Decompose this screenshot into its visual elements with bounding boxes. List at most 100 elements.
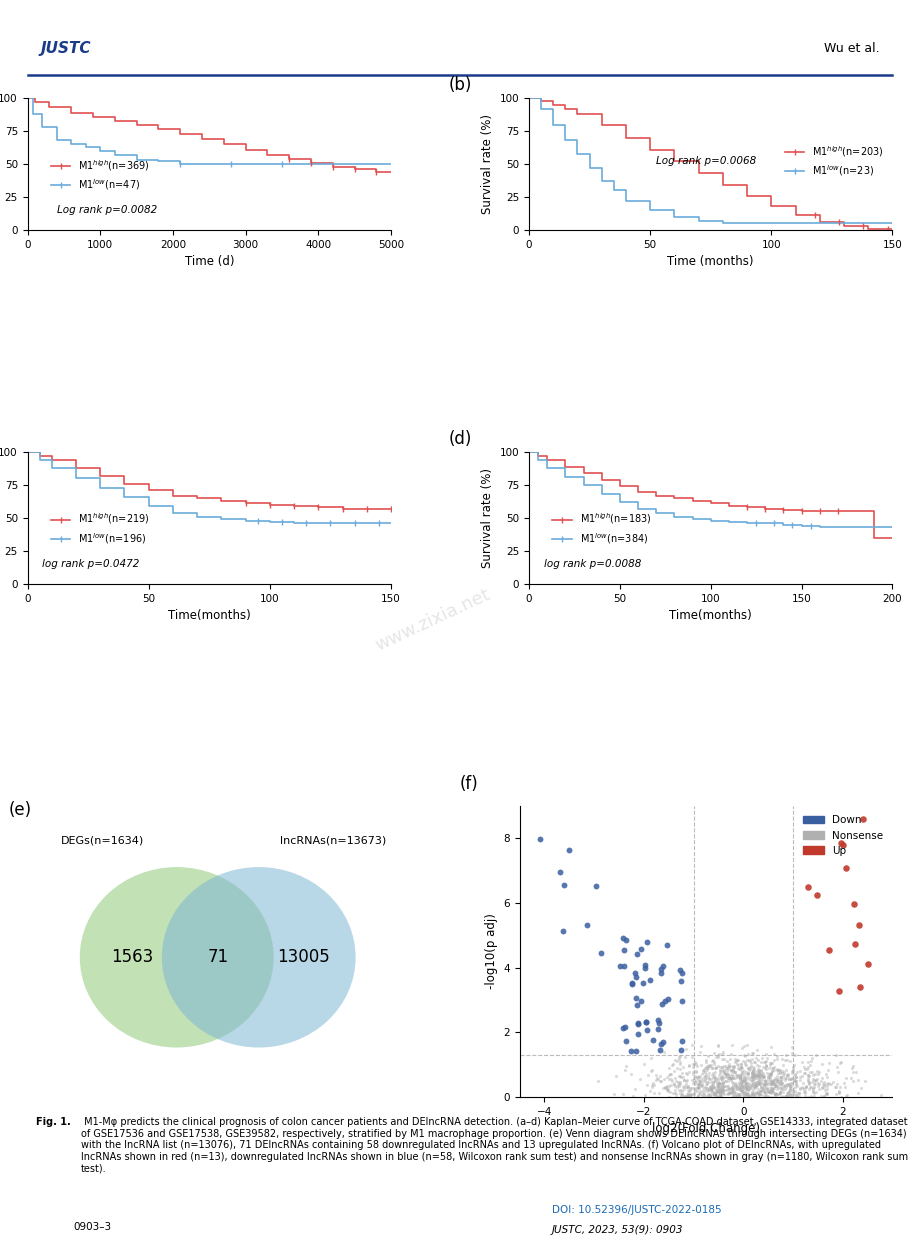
Point xyxy=(695,1068,709,1087)
Point xyxy=(707,1078,721,1097)
Point xyxy=(690,1076,705,1096)
Point xyxy=(749,1075,764,1095)
Point xyxy=(792,1066,807,1086)
Point xyxy=(798,1076,812,1096)
Point xyxy=(744,1066,759,1086)
Point xyxy=(725,1074,740,1094)
Point xyxy=(790,1086,805,1106)
Point xyxy=(709,1048,723,1068)
Point xyxy=(746,1084,761,1104)
Point xyxy=(759,1066,774,1086)
Point xyxy=(769,1060,784,1080)
Point xyxy=(680,1086,695,1106)
Point xyxy=(675,963,689,983)
Point xyxy=(772,1078,787,1097)
Point xyxy=(812,1086,827,1106)
Point xyxy=(745,1070,760,1090)
Point xyxy=(765,1054,779,1074)
Point xyxy=(680,1083,695,1102)
Point xyxy=(754,1064,769,1084)
Point xyxy=(678,1086,693,1106)
Point xyxy=(664,1055,679,1075)
Point xyxy=(732,1066,746,1086)
Point xyxy=(698,1069,712,1089)
Point xyxy=(710,1047,725,1066)
Point xyxy=(617,1060,631,1080)
Point xyxy=(696,1083,710,1102)
Point xyxy=(726,1056,741,1076)
Point xyxy=(789,1066,803,1086)
Point xyxy=(777,1086,792,1106)
Point xyxy=(784,1043,799,1063)
Point xyxy=(743,1071,758,1091)
Point xyxy=(724,1069,739,1089)
Point xyxy=(741,1080,755,1100)
Point xyxy=(652,1066,666,1086)
Point xyxy=(802,1055,817,1075)
Point xyxy=(691,1074,706,1094)
Point xyxy=(720,1071,735,1091)
Point xyxy=(819,1079,834,1099)
Point xyxy=(712,1078,727,1097)
Point xyxy=(766,1084,781,1104)
Point xyxy=(778,1060,793,1080)
Point xyxy=(752,1069,766,1089)
Point xyxy=(675,1076,690,1096)
Point xyxy=(734,1085,749,1105)
Point xyxy=(777,1070,791,1090)
X-axis label: log2(Fold Change): log2(Fold Change) xyxy=(652,1122,759,1136)
Point xyxy=(756,1081,771,1101)
Point xyxy=(747,1073,762,1092)
Point xyxy=(556,875,571,895)
Point xyxy=(735,1037,750,1056)
Point xyxy=(740,1084,754,1104)
Point xyxy=(720,1079,735,1099)
Point xyxy=(766,1074,781,1094)
Point xyxy=(752,1084,766,1104)
Point xyxy=(819,1085,834,1105)
Point xyxy=(773,1066,788,1086)
Point xyxy=(692,1066,707,1086)
Point xyxy=(709,1081,723,1101)
Point xyxy=(751,1074,766,1094)
Point xyxy=(654,1078,669,1097)
Point xyxy=(803,1048,818,1068)
Point xyxy=(722,1049,737,1069)
Point xyxy=(656,1042,671,1061)
Point xyxy=(740,1076,754,1096)
Point xyxy=(811,1074,825,1094)
Point xyxy=(728,1074,743,1094)
Point xyxy=(800,1069,815,1089)
Point xyxy=(714,1080,729,1100)
Text: 0903–3: 0903–3 xyxy=(74,1223,111,1233)
Point xyxy=(617,1017,631,1037)
Point xyxy=(789,1061,803,1081)
Point xyxy=(732,1080,747,1100)
Point xyxy=(792,1079,807,1099)
Point xyxy=(833,833,847,853)
Point xyxy=(808,1045,823,1065)
Point xyxy=(712,1081,727,1101)
Point xyxy=(715,1080,730,1100)
Point xyxy=(652,1013,666,1033)
Point xyxy=(782,1069,797,1089)
Point xyxy=(764,1071,778,1091)
Point xyxy=(796,1086,811,1106)
Point xyxy=(686,1081,701,1101)
Point xyxy=(734,1038,749,1058)
Point xyxy=(778,1065,793,1085)
Point xyxy=(782,1050,797,1070)
Point xyxy=(778,1050,793,1070)
Point xyxy=(669,1059,684,1079)
Point xyxy=(669,1076,684,1096)
Text: (f): (f) xyxy=(460,775,478,792)
Point xyxy=(709,1058,723,1078)
Point xyxy=(796,1079,811,1099)
Point xyxy=(747,1083,762,1102)
Point xyxy=(618,930,632,950)
Point xyxy=(637,955,652,975)
Point xyxy=(780,1065,795,1085)
Point xyxy=(703,1086,718,1106)
Point xyxy=(706,1071,720,1091)
Point xyxy=(552,862,567,882)
